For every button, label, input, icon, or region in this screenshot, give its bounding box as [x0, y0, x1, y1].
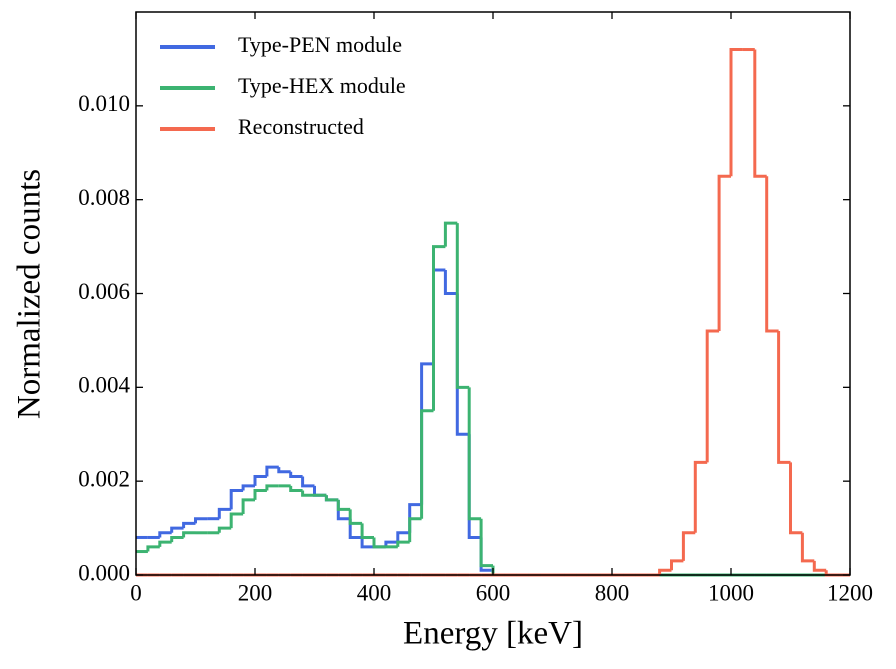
hist-step: [800, 532, 815, 563]
hist-step: [348, 509, 363, 525]
hist-step: [396, 540, 410, 547]
hist-step: [241, 484, 255, 491]
hist-step: [194, 517, 208, 524]
legend-label: Type-PEN module: [238, 32, 402, 57]
y-tick-label: 0.006: [78, 279, 130, 304]
x-tick-label: 1000: [708, 580, 754, 605]
legend-label: Type-HEX module: [238, 73, 406, 98]
hist-step: [182, 521, 196, 529]
hist-step: [241, 498, 255, 515]
x-tick-label: 0: [130, 580, 142, 605]
y-tick-label: 0.000: [78, 560, 130, 585]
hist-step: [217, 507, 232, 519]
hist-step: [777, 331, 791, 464]
hist-step: [670, 559, 684, 571]
hist-step: [765, 176, 779, 333]
hist-step: [420, 409, 434, 519]
hist-step: [301, 490, 315, 497]
hist-step: [455, 223, 470, 389]
hist-step: [158, 540, 172, 547]
y-tick-label: 0.008: [78, 185, 130, 210]
x-axis-label: Energy [keV]: [403, 616, 583, 652]
x-tick-label: 600: [476, 580, 511, 605]
hist-step: [467, 434, 482, 539]
x-tick-label: 400: [357, 580, 392, 605]
y-axis-label: Normalized counts: [12, 169, 48, 419]
hist-step: [384, 540, 398, 547]
hist-step: [420, 362, 434, 505]
hist-step: [170, 526, 184, 533]
hist-step: [658, 568, 672, 575]
hist-step: [479, 518, 493, 568]
hist-step: [324, 495, 339, 502]
legend-label: Reconstructed: [238, 114, 364, 139]
hist-step: [432, 245, 446, 411]
hist-step: [348, 518, 363, 539]
hist-step: [681, 531, 696, 561]
hist-step: [336, 499, 351, 511]
hist-step: [408, 517, 422, 543]
hist-step: [253, 474, 267, 486]
y-tick-label: 0.010: [78, 91, 130, 116]
hist-step: [360, 537, 374, 549]
hist-step: [812, 560, 827, 572]
hist-step: [443, 270, 458, 295]
hist-step: [693, 460, 708, 533]
hist-step: [705, 329, 720, 463]
hist-step: [229, 489, 244, 510]
hist-step: [253, 489, 267, 500]
hist-step: [729, 48, 743, 177]
hist-step: [432, 268, 446, 364]
y-tick-label: 0.004: [78, 373, 130, 398]
hist-step: [229, 512, 244, 529]
hist-step: [467, 387, 482, 521]
hist-step: [443, 221, 458, 247]
x-tick-label: 1200: [827, 580, 873, 605]
hist-step: [277, 467, 291, 474]
hist-step: [146, 545, 160, 552]
hist-step: [455, 293, 470, 436]
hist-step: [170, 535, 184, 543]
hist-step: [158, 531, 172, 538]
x-tick-label: 200: [238, 580, 273, 605]
hist-step: [289, 485, 303, 493]
x-tick-label: 800: [595, 580, 630, 605]
hist-step: [182, 531, 196, 538]
hist-step: [217, 526, 232, 533]
hist-step: [289, 471, 303, 478]
y-tick-label: 0.002: [78, 466, 130, 491]
hist-step: [789, 462, 803, 535]
hist-step: [372, 537, 386, 549]
hist-step: [265, 465, 279, 477]
hist-step: [717, 174, 731, 332]
hist-step: [360, 523, 374, 539]
hist-step: [301, 476, 315, 488]
hist-step: [265, 484, 279, 491]
hist-step: [753, 49, 767, 178]
hist-step: [396, 531, 410, 543]
